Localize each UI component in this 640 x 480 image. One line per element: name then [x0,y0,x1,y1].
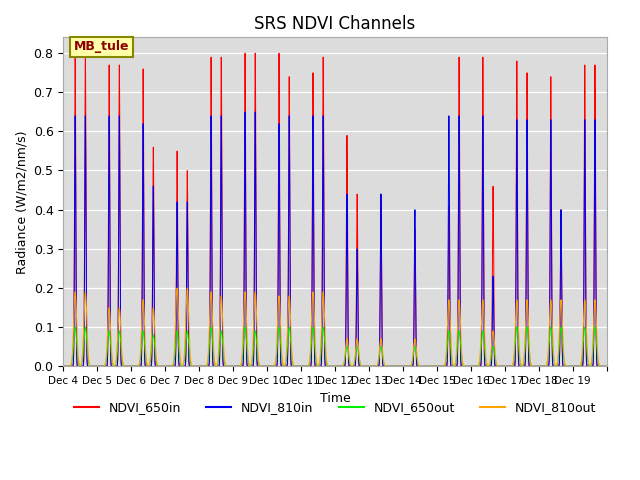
Text: MB_tule: MB_tule [74,40,130,53]
NDVI_650in [385,363,392,369]
NDVI_810out [355,352,363,358]
NDVI_810out [173,285,181,291]
NDVI_810out [60,363,67,369]
NDVI_650in [241,50,249,56]
NDVI_810in [603,363,611,369]
NDVI_650out [384,363,392,369]
NDVI_810out [172,305,180,311]
NDVI_810in [394,363,402,369]
NDVI_650in [511,362,518,368]
NDVI_650out [511,348,518,354]
NDVI_650out [484,363,492,369]
NDVI_810out [511,335,518,340]
Line: NDVI_810in: NDVI_810in [63,112,607,366]
Y-axis label: Radiance (W/m2/nm/s): Radiance (W/m2/nm/s) [15,130,28,274]
Line: NDVI_810out: NDVI_810out [63,288,607,366]
NDVI_650out [355,354,363,360]
NDVI_650in [172,327,180,333]
X-axis label: Time: Time [319,392,350,405]
Line: NDVI_650out: NDVI_650out [63,327,607,366]
NDVI_650out [603,363,611,369]
NDVI_810in [385,363,392,369]
NDVI_650in [603,363,611,369]
NDVI_810out [484,363,492,369]
NDVI_650in [525,360,532,366]
NDVI_650in [394,363,402,369]
NDVI_810in [355,363,363,369]
NDVI_810in [172,336,180,342]
NDVI_810out [385,363,392,369]
NDVI_650in [484,363,492,369]
NDVI_810in [60,363,67,369]
NDVI_650out [525,343,532,349]
NDVI_650in [355,362,363,368]
Line: NDVI_650in: NDVI_650in [63,53,607,366]
NDVI_810in [241,109,249,115]
NDVI_810in [511,362,518,368]
NDVI_810in [484,363,492,369]
NDVI_650in [60,363,67,369]
NDVI_650out [60,363,67,369]
NDVI_810out [525,332,532,337]
NDVI_650out [547,324,555,330]
NDVI_650out [394,363,402,369]
Title: SRS NDVI Channels: SRS NDVI Channels [254,15,415,33]
NDVI_810out [394,363,402,369]
NDVI_650out [172,337,180,343]
Legend: NDVI_650in, NDVI_810in, NDVI_650out, NDVI_810out: NDVI_650in, NDVI_810in, NDVI_650out, NDV… [68,396,601,420]
NDVI_810out [603,363,611,369]
NDVI_810in [525,361,532,367]
